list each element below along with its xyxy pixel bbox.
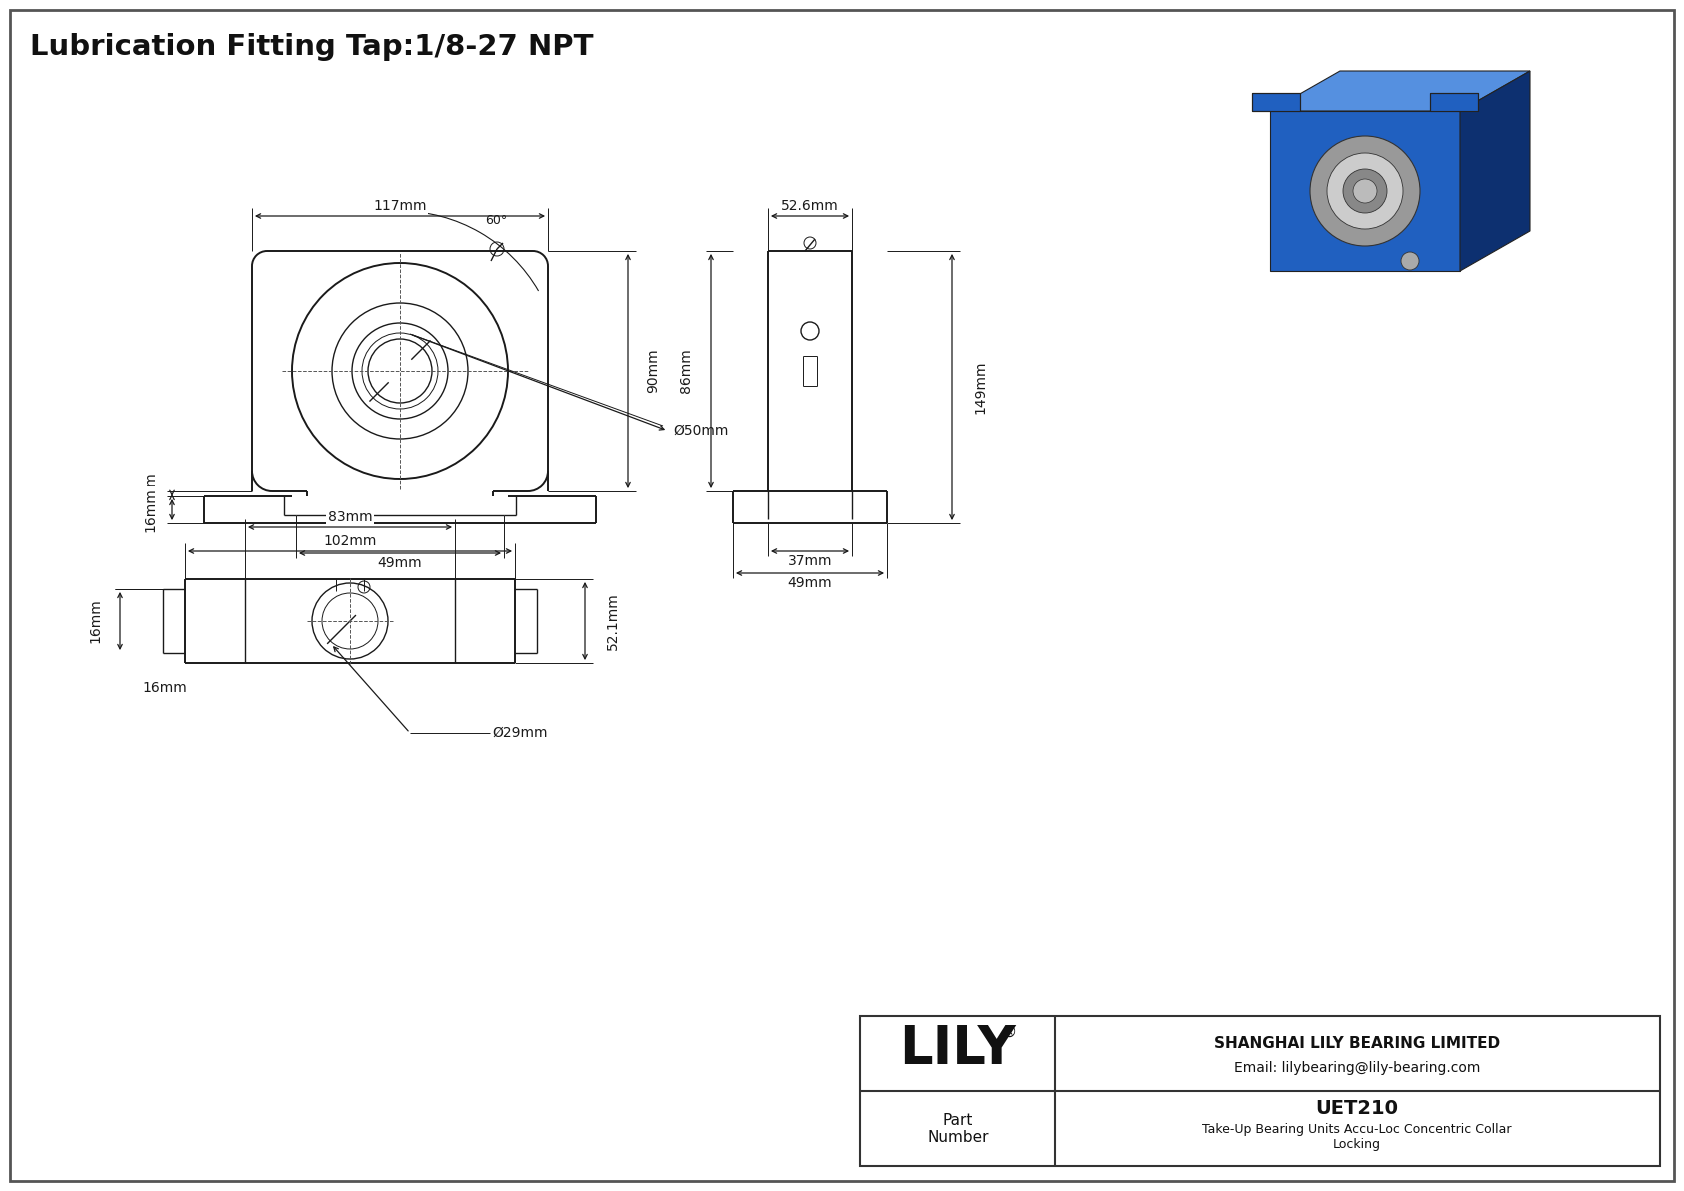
Text: SHANGHAI LILY BEARING LIMITED: SHANGHAI LILY BEARING LIMITED: [1214, 1036, 1500, 1052]
Text: 49mm: 49mm: [377, 556, 423, 570]
Text: 149mm: 149mm: [973, 360, 987, 413]
Text: LILY: LILY: [899, 1023, 1017, 1075]
Text: 49mm: 49mm: [788, 576, 832, 590]
Text: 52.6mm: 52.6mm: [781, 199, 839, 213]
Text: Lubrication Fitting Tap:1/8-27 NPT: Lubrication Fitting Tap:1/8-27 NPT: [30, 33, 593, 61]
Circle shape: [1327, 152, 1403, 229]
Text: 16mm: 16mm: [143, 681, 187, 696]
Text: 16mm: 16mm: [88, 599, 103, 643]
Polygon shape: [1460, 71, 1531, 272]
Text: 83mm: 83mm: [328, 510, 372, 524]
Text: ®: ®: [1002, 1024, 1017, 1040]
Text: 90mm: 90mm: [647, 349, 660, 393]
Text: UET210: UET210: [1315, 1099, 1398, 1118]
Text: 37mm: 37mm: [788, 554, 832, 568]
Text: 86mm: 86mm: [679, 349, 694, 393]
Circle shape: [1310, 136, 1420, 247]
Bar: [1251, 93, 1300, 111]
Text: 60°: 60°: [485, 214, 507, 227]
Text: Ø29mm: Ø29mm: [492, 727, 547, 740]
Text: 102mm: 102mm: [323, 534, 377, 548]
Circle shape: [1344, 169, 1388, 213]
Circle shape: [1401, 252, 1420, 270]
Bar: [1430, 93, 1479, 111]
Text: 52.1mm: 52.1mm: [606, 592, 620, 650]
Text: Take-Up Bearing Units Accu-Loc Concentric Collar
Locking: Take-Up Bearing Units Accu-Loc Concentri…: [1202, 1123, 1512, 1151]
Circle shape: [1352, 179, 1378, 202]
Text: Email: lilybearing@lily-bearing.com: Email: lilybearing@lily-bearing.com: [1234, 1061, 1480, 1075]
Text: Ø50mm: Ø50mm: [674, 424, 729, 438]
Text: 16mm: 16mm: [143, 487, 157, 532]
Polygon shape: [1270, 111, 1460, 272]
Bar: [861, 1016, 1660, 1166]
Text: Part
Number: Part Number: [928, 1112, 989, 1146]
Polygon shape: [1270, 71, 1531, 111]
Text: 19mm: 19mm: [143, 472, 157, 516]
Text: 117mm: 117mm: [374, 199, 426, 213]
